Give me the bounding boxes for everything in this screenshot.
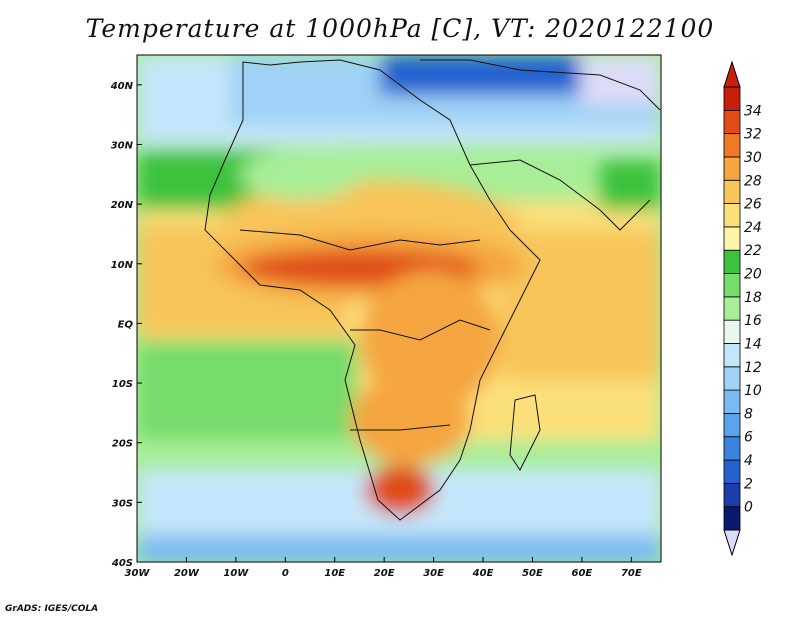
colorbar-level-label: 14: [744, 336, 762, 352]
colorbar-below-arrow: [723, 529, 741, 557]
lat-tick-label: 30S: [112, 498, 133, 509]
temperature-field: [137, 55, 661, 562]
colorbar-swatch: [723, 86, 741, 111]
lat-tick-label: 20N: [111, 200, 134, 211]
colorbar-swatch: [723, 273, 741, 298]
lon-tick-label: 10W: [223, 568, 249, 579]
colorbar-swatch: [723, 389, 741, 414]
colorbar-swatch: [723, 319, 741, 344]
lat-tick-label: 10N: [111, 260, 134, 271]
lat-tick-label: 20S: [112, 439, 133, 450]
lon-tick-label: 10E: [324, 568, 345, 579]
colorbar-swatch: [723, 366, 741, 391]
longitude-axis: 30W 20W 10W 0 10E 20E 30E 40E 50E 60E 70E: [125, 557, 642, 579]
colorbar-swatch: [723, 482, 741, 508]
colorbar-swatch: [723, 343, 741, 368]
colorbar-swatch: [723, 179, 741, 204]
lat-tick-label: 10S: [112, 379, 133, 390]
colorbar-level-label: 26: [744, 197, 762, 213]
lon-tick-label: 50E: [522, 568, 543, 579]
lon-tick-label: 70E: [621, 568, 642, 579]
lat-tick-label: 30N: [111, 140, 134, 151]
colorbar-level-label: 0: [744, 500, 753, 516]
colorbar-level-label: 30: [744, 150, 762, 166]
map-title: Temperature at 1000hPa [C], VT: 20201221…: [85, 14, 715, 43]
colorbar-swatch: [723, 226, 741, 251]
colorbar-swatch: [723, 506, 741, 531]
lat-tick-label: 40S: [111, 558, 133, 569]
lon-tick-label: 40E: [472, 568, 494, 579]
colorbar-level-label: 24: [744, 220, 762, 236]
lon-tick-label: 20E: [374, 568, 395, 579]
coastline: [204, 59, 661, 521]
lon-tick-label: 0: [282, 568, 289, 579]
colorbar-level-label: 4: [744, 453, 753, 469]
colorbar-level-label: 34: [744, 103, 762, 119]
colorbar-swatch: [723, 156, 741, 181]
colorbar-swatch: [723, 109, 741, 135]
colorbar-swatch: [723, 436, 741, 461]
colorbar-level-label: 8: [744, 406, 753, 422]
colorbar-level-label: 32: [744, 127, 762, 143]
colorbar-above-arrow: [723, 60, 741, 88]
colorbar-swatch: [723, 249, 741, 274]
lon-tick-label: 30W: [125, 568, 151, 579]
colorbar-level-label: 18: [744, 290, 762, 306]
colorbar-swatch: [723, 296, 741, 321]
colorbar-level-label: 22: [744, 243, 762, 259]
colorbar-level-label: 12: [744, 360, 762, 376]
colorbar-swatch: [723, 133, 741, 158]
lon-tick-label: 20W: [174, 568, 200, 579]
grads-credit: GrADS: IGES/COLA: [5, 604, 99, 614]
latitude-axis: 40N 30N 20N 10N EQ 10S 20S 30S 40S: [110, 81, 142, 569]
colorbar-swatch: [723, 203, 741, 228]
colorbar-level-label: 2: [744, 476, 753, 492]
colorbar-level-label: 10: [744, 383, 762, 399]
lat-tick-label: EQ: [118, 319, 134, 330]
colorbar-swatch: [723, 459, 741, 484]
lon-tick-label: 60E: [572, 568, 593, 579]
map-frame: [136, 54, 662, 563]
lat-tick-label: 40N: [110, 81, 134, 92]
lon-tick-label: 30E: [423, 568, 444, 579]
colorbar-swatch: [723, 413, 741, 438]
colorbar-level-label: 6: [744, 430, 753, 446]
colorbar-level-label: 16: [744, 313, 762, 329]
colorbar-level-label: 20: [744, 267, 762, 283]
colorbar-level-label: 28: [744, 173, 762, 189]
